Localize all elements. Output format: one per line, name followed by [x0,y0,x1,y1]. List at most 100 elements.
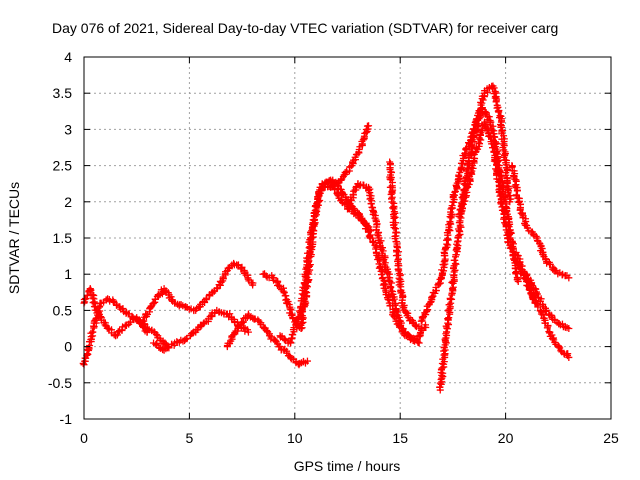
data-marker [494,178,502,186]
data-marker [445,301,453,309]
data-point [303,357,311,365]
data-marker [226,310,234,318]
x-tick-label: 5 [186,430,194,446]
data-point [565,353,573,361]
data-marker [155,343,163,351]
data-series-track [508,162,573,282]
data-marker [275,281,283,289]
data-marker [365,227,373,235]
data-marker [271,336,279,344]
data-point [417,325,425,332]
y-tick-label: 4 [64,49,72,65]
data-point [514,277,522,285]
y-axis-label: SDTVAR / TECUs [6,182,22,294]
data-series-track [139,259,257,325]
data-point [308,227,316,235]
data-marker [287,338,295,346]
data-marker [189,329,197,337]
data-marker [300,279,308,287]
plot-frame [83,56,612,420]
data-series-track [276,122,373,347]
data-marker [390,214,398,222]
data-point [537,310,545,318]
y-tick-label: 1.5 [53,230,73,246]
data-point [415,339,423,347]
data-marker [89,328,97,336]
data-point [244,328,252,336]
y-tick-label: -0.5 [48,375,72,391]
x-tick-label: 20 [498,430,514,446]
data-marker [445,314,453,322]
data-marker [183,334,191,342]
data-marker [555,343,563,351]
data-marker [441,335,449,343]
data-marker [366,195,374,203]
data-marker [392,307,400,315]
axis-ticks: 0 5 10 15 20 25 -1 -0.5 0 0.5 1 1.5 2 2.5 3 3.5 4 [48,49,619,446]
data-marker [368,203,376,211]
data-series-track [386,158,425,332]
data-point [143,328,151,336]
data-point [455,227,463,235]
data-marker [92,314,100,322]
x-tick-label: 0 [80,430,88,446]
data-marker [139,323,147,331]
y-tick-label: -1 [60,411,73,427]
data-series-track [523,270,573,332]
data-marker [152,331,160,339]
data-marker [436,383,444,391]
data-point [150,299,158,307]
data-marker [362,222,370,230]
data-marker [446,294,454,302]
data-marker [296,307,304,315]
data-marker [280,289,288,297]
data-marker [362,125,370,133]
data-marker [428,293,436,301]
y-tick-label: 3.5 [53,85,73,101]
data-marker [277,333,285,341]
x-axis-label: GPS time / hours [294,458,401,474]
data-marker [543,324,551,332]
data-point [249,281,257,289]
x-tick-label: 25 [603,430,619,446]
data-marker [390,224,398,232]
data-marker [412,322,420,330]
data-series-track [512,248,573,361]
data-marker [140,317,148,325]
data-marker [513,187,521,195]
data-marker [391,301,399,309]
data-marker [182,303,190,311]
y-tick-label: 0.5 [53,302,73,318]
data-marker [86,286,94,294]
y-tick-label: 2.5 [53,158,73,174]
data-marker [451,256,459,264]
data-marker [113,331,121,339]
data-marker [443,236,451,244]
y-tick-label: 0 [64,339,72,355]
data-point [565,325,573,332]
data-marker [461,149,469,157]
data-point [365,122,373,130]
y-tick-label: 1 [64,266,72,282]
data-marker [436,379,444,387]
data-point [421,321,429,329]
data-marker [533,290,541,298]
data-point [337,176,345,184]
data-marker [386,284,394,292]
data-marker [389,204,397,212]
data-marker [305,253,313,261]
data-marker [447,205,455,213]
data-marker [379,247,387,255]
data-marker [514,194,522,202]
data-point [565,274,573,282]
data-marker [129,314,137,322]
data-marker [479,96,487,104]
data-marker [217,278,225,286]
chart-title: Day 076 of 2021, Sidereal Day-to-day VTE… [52,20,558,36]
data-marker [294,314,302,322]
data-marker [390,295,398,303]
data-marker [474,123,482,131]
data-marker [152,340,160,348]
data-marker [448,285,456,292]
data-point [266,332,274,340]
